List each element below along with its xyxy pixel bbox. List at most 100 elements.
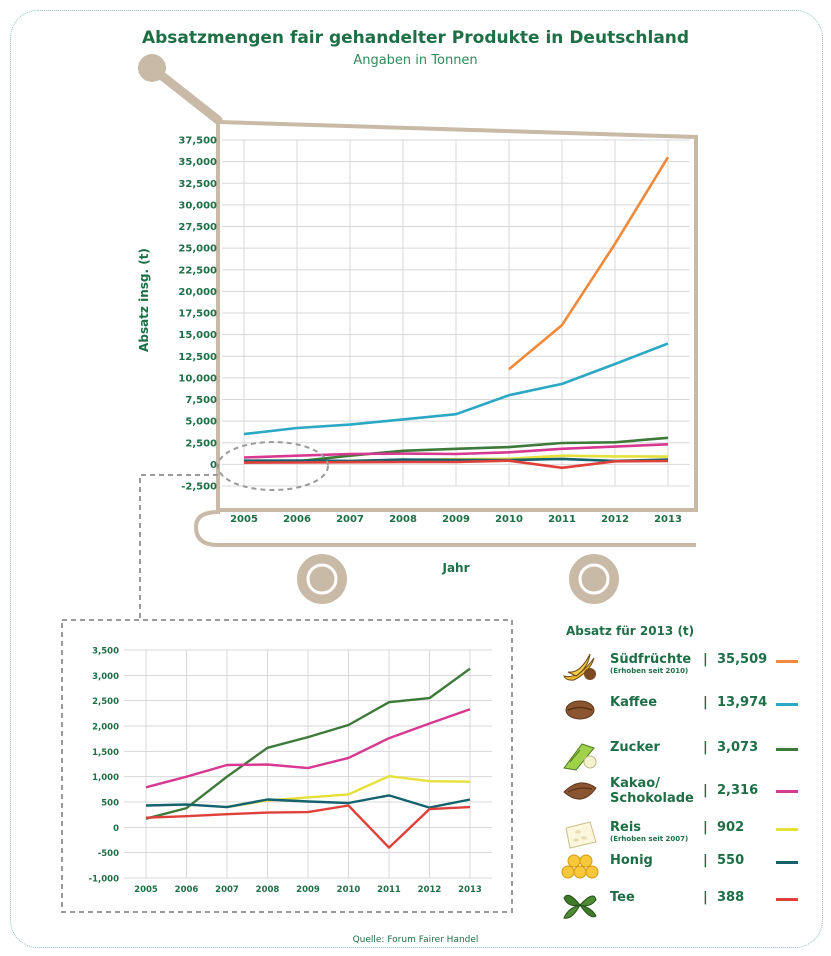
- x-tick-label: 2005: [230, 514, 258, 525]
- x-tick-label: 2007: [215, 885, 239, 895]
- y-tick-label: 35,000: [178, 157, 217, 168]
- legend-name: Reis: [610, 820, 642, 835]
- y-tick-label: 1,500: [92, 748, 119, 758]
- x-tick-label: 2012: [418, 885, 442, 895]
- y-tick-label: 2,500: [185, 438, 217, 449]
- sugar-cane-icon: [563, 743, 597, 771]
- legend-value: 13,974: [717, 695, 768, 710]
- legend-separator: |: [703, 783, 708, 798]
- main-y-ticks: 37,500 35,000 32,500 30,000 27,500 25,000 22,5…: [178, 136, 217, 493]
- cart-decoration: [138, 54, 698, 604]
- inset-grid: [124, 649, 492, 879]
- legend-value: 35,509: [717, 652, 768, 667]
- x-tick-label: 2010: [495, 514, 523, 525]
- legend-item-kaffee: Kaffee | 13,974: [560, 693, 810, 729]
- page-frame: [10, 10, 823, 948]
- main-x-ticks: 2005 2006 2007 2008 2009 2010 2011 2012 2013: [230, 514, 682, 525]
- y-tick-label: -1,000: [89, 875, 119, 885]
- coffee-bean-icon: [565, 700, 595, 720]
- chart-subtitle: Angaben in Tonnen: [353, 53, 478, 68]
- honeycomb-icon: [561, 854, 599, 879]
- legend-item-zucker: Zucker | 3,073: [560, 738, 810, 774]
- inset-series: [145, 667, 471, 849]
- x-tick-label: 2008: [256, 885, 280, 895]
- x-tick-label: 2011: [548, 514, 576, 525]
- y-axis-label: Absatz insg. (t): [137, 248, 151, 352]
- y-tick-label: 22,500: [178, 265, 217, 276]
- legend-separator: |: [703, 890, 708, 905]
- cart-wheel-right-hub: [578, 563, 610, 595]
- cart-wheel-left-hub: [306, 563, 338, 595]
- y-tick-label: 30,000: [178, 200, 217, 211]
- legend-name: Zucker: [610, 740, 660, 755]
- inset-y-ticks: 3,500 3,000 2,500 2,000 1,500 1,000 500 0 -500 -1…: [89, 647, 120, 885]
- cart-base: [193, 510, 696, 547]
- legend-separator: |: [703, 652, 708, 667]
- banana-icon: [563, 653, 596, 681]
- legend-swatch: [776, 703, 798, 706]
- legend-item-honig: Honig | 550: [560, 851, 810, 887]
- legend-swatch: [776, 748, 798, 751]
- y-tick-label: 5,000: [185, 417, 217, 428]
- y-tick-label: 7,500: [185, 395, 217, 406]
- x-axis-label: Jahr: [441, 561, 469, 575]
- y-tick-label: 1,000: [92, 773, 119, 783]
- legend-separator: |: [703, 820, 708, 835]
- x-tick-label: 2011: [377, 885, 401, 895]
- legend-swatch: [776, 861, 798, 864]
- x-tick-label: 2008: [389, 514, 417, 525]
- legend-item-suedfruechte: Südfrüchte (Erhoben seit 2010) | 35,509: [560, 650, 810, 686]
- legend-note: (Erhoben seit 2007): [610, 835, 689, 843]
- legend-item-reis: Reis (Erhoben seit 2007) | 902: [560, 818, 810, 854]
- legend-value: 550: [717, 853, 745, 868]
- y-tick-label: 17,500: [178, 309, 217, 320]
- legend-swatch: [776, 790, 798, 793]
- legend-separator: |: [703, 853, 708, 868]
- source-note: Quelle: Forum Fairer Handel: [352, 935, 479, 945]
- y-tick-label: 32,500: [178, 179, 217, 190]
- series-line-südfrüchte: [508, 156, 670, 371]
- cart-wheel-right: [569, 554, 619, 604]
- legend-name: Kaffee: [610, 695, 658, 710]
- rice-icon: [565, 821, 597, 849]
- y-tick-label: 10,000: [178, 373, 217, 384]
- x-tick-label: 2012: [601, 514, 629, 525]
- legend-item-tee: Tee | 388: [560, 888, 810, 924]
- cart-wheel-left: [297, 554, 347, 604]
- tea-leaf-icon: [563, 894, 597, 919]
- y-tick-label: 27,500: [178, 222, 217, 233]
- x-tick-label: 2005: [134, 885, 158, 895]
- cart-handle: [147, 63, 223, 125]
- cocoa-bean-icon: [563, 782, 597, 800]
- x-tick-label: 2009: [442, 514, 470, 525]
- y-tick-label: 0: [210, 460, 217, 471]
- y-tick-label: 3,500: [92, 647, 119, 657]
- inset-x-ticks: 2005 2006 2007 2008 2009 2010 2011 2012 2013: [134, 885, 482, 895]
- legend-separator: |: [703, 740, 708, 755]
- legend-value: 3,073: [717, 740, 759, 755]
- x-tick-label: 2007: [336, 514, 364, 525]
- y-tick-label: 15,000: [178, 330, 217, 341]
- x-tick-label: 2006: [283, 514, 311, 525]
- y-tick-label: 20,000: [178, 287, 217, 298]
- series-line-kakao-schokolade: [145, 708, 471, 789]
- legend-note: (Erhoben seit 2010): [610, 667, 689, 675]
- chart-title: Absatzmengen fair gehandelter Produkte i…: [141, 28, 690, 48]
- legend-name: Südfrüchte: [610, 652, 692, 667]
- legend-item-kakao: Kakao/ Schokolade | 2,316: [560, 774, 810, 810]
- cart-basket: [216, 119, 698, 512]
- legend-swatch: [776, 828, 798, 831]
- x-tick-label: 2010: [337, 885, 361, 895]
- legend-heading: Absatz für 2013 (t): [566, 624, 695, 638]
- y-tick-label: -500: [98, 849, 119, 859]
- x-tick-label: 2013: [458, 885, 482, 895]
- x-tick-label: 2013: [654, 514, 682, 525]
- legend-name: Kakao/ Schokolade: [610, 776, 694, 806]
- legend-swatch: [776, 660, 798, 663]
- y-tick-label: 25,000: [178, 244, 217, 255]
- series-line-honig: [243, 457, 669, 463]
- main-series: [243, 156, 670, 470]
- x-tick-label: 2009: [296, 885, 320, 895]
- legend-value: 388: [717, 890, 745, 905]
